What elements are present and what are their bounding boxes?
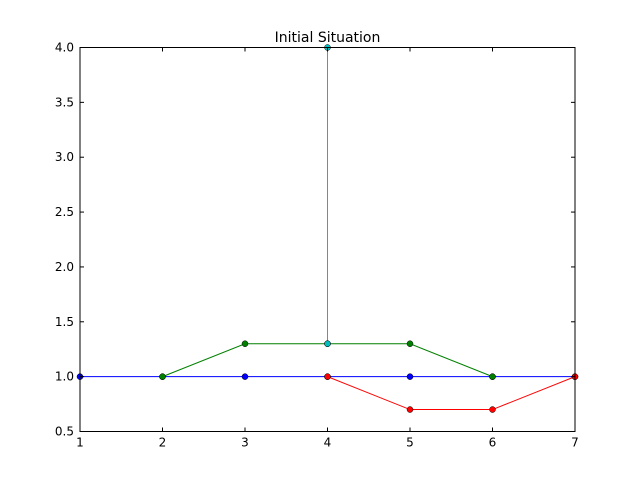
data-point: [159, 373, 166, 380]
data-point: [406, 406, 414, 413]
data-point: [241, 340, 249, 347]
axis-ticks: 1 2 3 4 5 6 7 0.5 1.0 1.5 2.0 2.5 3.0 3.5 4.0: [55, 41, 579, 450]
series-line: [162, 343, 493, 378]
x-tick-label: 7: [571, 436, 579, 450]
data-point: [489, 373, 496, 380]
y-tick-label: 1.0: [55, 370, 74, 384]
y-tick-label: 2.5: [55, 205, 74, 219]
series-line: [327, 376, 576, 411]
data-point: [324, 340, 331, 347]
series-layer: [76, 44, 579, 413]
y-tick-label: 4.0: [55, 41, 74, 55]
x-tick-label: 4: [324, 436, 332, 450]
x-tick-label: 5: [406, 436, 414, 450]
y-tick-label: 1.5: [55, 315, 74, 329]
y-tick-label: 3.5: [55, 95, 74, 109]
data-point: [324, 373, 331, 380]
x-tick-label: 1: [76, 436, 84, 450]
y-tick-label: 2.0: [55, 260, 74, 274]
y-tick-label: 3.0: [55, 150, 74, 164]
x-tick-label: 6: [489, 436, 497, 450]
data-point: [241, 373, 249, 380]
x-tick-label: 3: [241, 436, 249, 450]
chart-title: Initial Situation: [275, 30, 381, 46]
series-2: [324, 373, 579, 413]
series-3: [324, 44, 331, 347]
data-point: [406, 373, 414, 380]
x-tick-label: 2: [159, 436, 167, 450]
y-tick-label: 0.5: [55, 425, 74, 439]
data-point: [489, 406, 496, 413]
plot-frame: [79, 47, 576, 432]
data-point: [406, 340, 414, 347]
